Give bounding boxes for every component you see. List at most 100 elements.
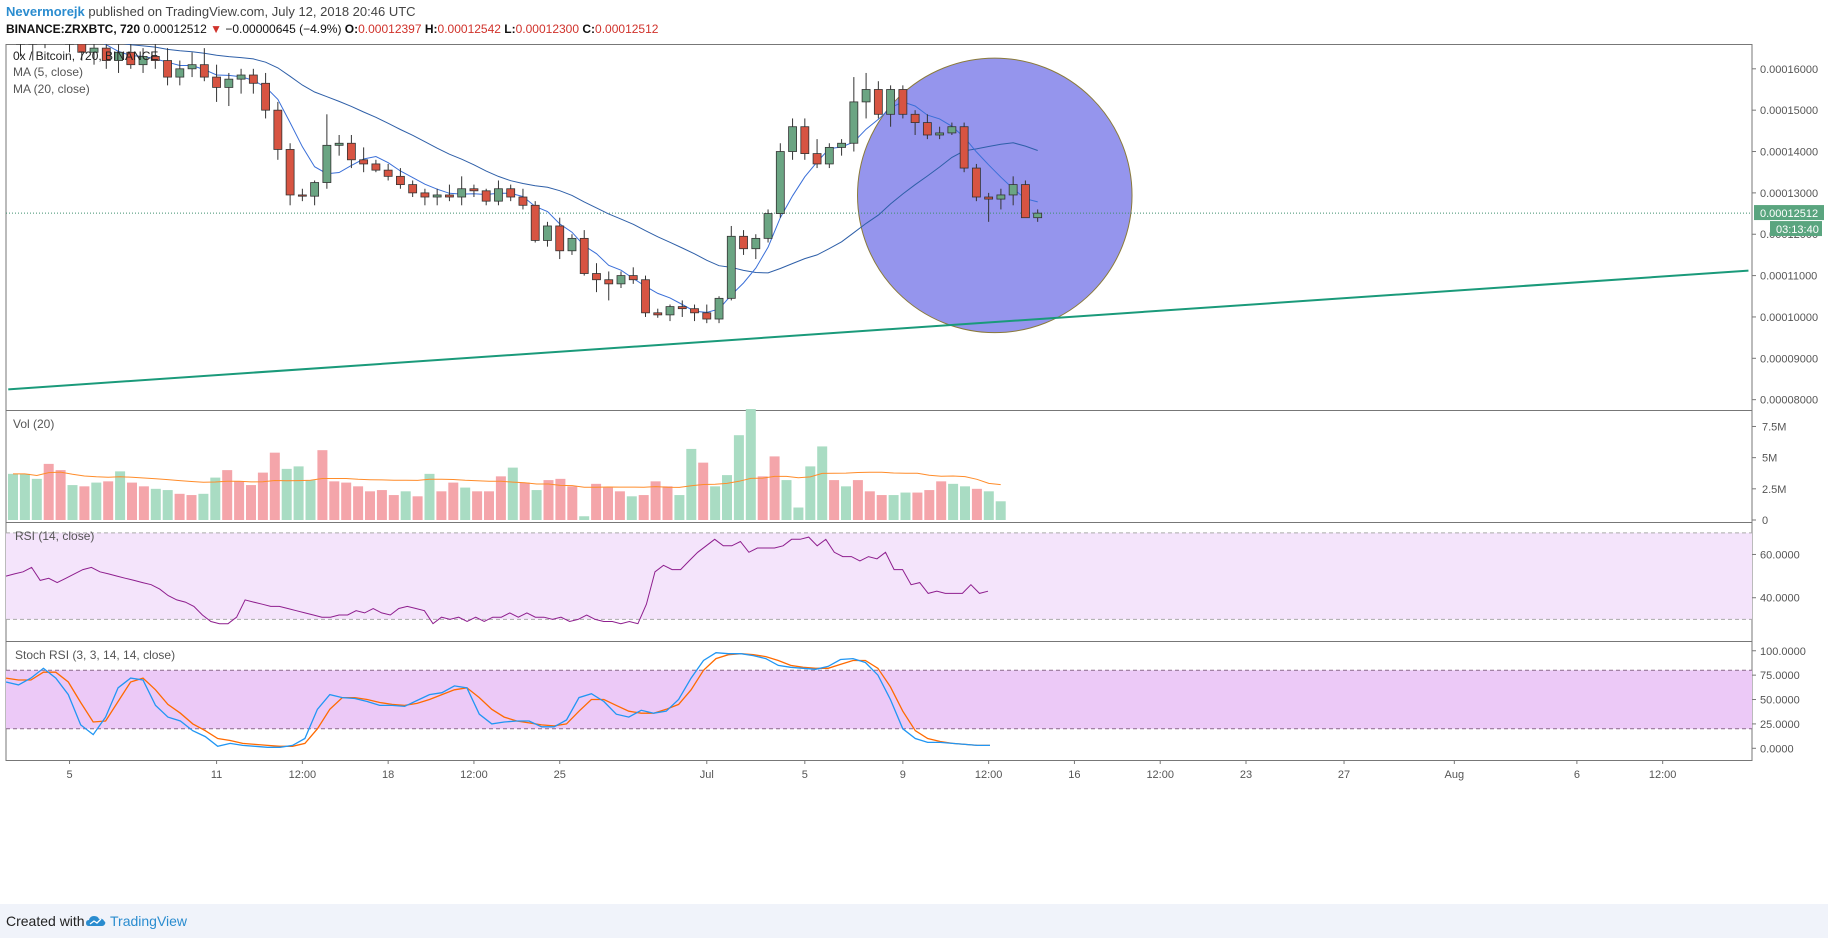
candle-body bbox=[690, 308, 699, 314]
ma20-line bbox=[123, 44, 1038, 274]
volume-bar bbox=[662, 486, 673, 520]
volume-bar bbox=[353, 486, 364, 520]
volume-bar bbox=[960, 486, 970, 520]
candle-body bbox=[824, 146, 834, 165]
rsi-title: RSI (14, close) bbox=[15, 529, 94, 543]
time-tick-label: 23 bbox=[1240, 769, 1252, 781]
candle-body bbox=[837, 142, 846, 148]
candle bbox=[824, 143, 834, 169]
volume-bar bbox=[543, 480, 554, 520]
candle-body bbox=[739, 235, 748, 250]
volume-bar bbox=[781, 480, 792, 520]
author-link[interactable]: Nevermorejk bbox=[6, 4, 85, 19]
candle-body bbox=[861, 89, 871, 103]
candle-body bbox=[530, 204, 540, 241]
volume-bar bbox=[817, 446, 828, 520]
candle-body bbox=[420, 192, 430, 198]
volume-bar bbox=[591, 483, 602, 520]
candle bbox=[543, 221, 552, 247]
volume-bar bbox=[650, 481, 661, 520]
volume-bar bbox=[686, 448, 697, 520]
candle bbox=[126, 44, 136, 69]
candle bbox=[445, 184, 454, 202]
candle-body bbox=[702, 312, 712, 320]
candle-body bbox=[788, 126, 797, 152]
candle-body bbox=[567, 237, 577, 252]
symbol-label: BINANCE:ZRXBTC, 720 bbox=[6, 22, 141, 36]
price-tick-label: 0.00015000 bbox=[1760, 105, 1818, 117]
volume-bar bbox=[710, 486, 721, 520]
candle bbox=[89, 44, 99, 65]
high-value: 0.00012542 bbox=[437, 22, 501, 36]
volume-bar bbox=[305, 480, 316, 520]
candle-body bbox=[236, 74, 246, 80]
candle-body bbox=[1008, 184, 1018, 196]
tradingview-brand-link[interactable]: TradingView bbox=[110, 913, 188, 929]
candle bbox=[261, 72, 271, 119]
tradingview-cloud-icon bbox=[86, 916, 106, 926]
candle-body bbox=[628, 275, 638, 281]
candle-body bbox=[763, 213, 773, 239]
candle bbox=[861, 72, 871, 119]
candle bbox=[420, 188, 430, 206]
candle-body bbox=[481, 190, 491, 202]
price-tick-label: 0.00014000 bbox=[1760, 147, 1818, 159]
candle bbox=[886, 85, 896, 127]
chart-area[interactable]: 0x / Bitcoin, 720, BINANCE MA (5, close) M… bbox=[0, 44, 1828, 904]
candle bbox=[653, 308, 663, 318]
candle-body bbox=[126, 51, 136, 66]
candle bbox=[371, 159, 381, 173]
volume-bar bbox=[8, 473, 18, 520]
time-tick-label: 12:00 bbox=[289, 769, 317, 781]
volume-bar bbox=[971, 488, 982, 520]
candle bbox=[971, 163, 981, 202]
volume-bar bbox=[19, 473, 30, 520]
candle-body bbox=[396, 175, 405, 186]
volume-bar bbox=[852, 480, 863, 520]
candle-body bbox=[775, 151, 785, 214]
candle bbox=[273, 101, 283, 160]
candle bbox=[457, 176, 467, 206]
candle bbox=[506, 184, 516, 202]
symbol-quote-line: BINANCE:ZRXBTC, 720 0.00012512 ▼ −0.0000… bbox=[6, 22, 658, 36]
stoch-d-line bbox=[5, 653, 990, 747]
candle-body bbox=[77, 44, 87, 53]
candle-body bbox=[101, 47, 111, 61]
price-tick-label: 0.00016000 bbox=[1760, 64, 1818, 76]
rsi-line bbox=[5, 536, 989, 625]
candle-body bbox=[751, 237, 761, 250]
volume-bar bbox=[507, 467, 518, 520]
candle-body bbox=[273, 109, 283, 150]
price-tick-label: 0.00013000 bbox=[1760, 188, 1818, 200]
candle bbox=[579, 230, 589, 276]
volume-bar bbox=[876, 495, 887, 520]
candle-body bbox=[297, 194, 307, 197]
candle bbox=[555, 217, 565, 260]
volume-bar bbox=[900, 492, 911, 520]
candle bbox=[739, 230, 748, 255]
volume-bar bbox=[281, 468, 292, 520]
volume-bar bbox=[67, 485, 78, 520]
stoch-tick-label: 100.0000 bbox=[1760, 646, 1806, 658]
stoch-tick-label: 0.0000 bbox=[1760, 743, 1794, 755]
candle bbox=[408, 180, 418, 198]
candle bbox=[898, 85, 908, 119]
stoch-band bbox=[6, 670, 1752, 729]
time-tick-label: 9 bbox=[900, 769, 906, 781]
price-change: −0.00000645 (−4.9%) bbox=[225, 22, 342, 36]
time-tick-label: 11 bbox=[211, 769, 222, 781]
candle bbox=[346, 134, 356, 169]
volume-bar bbox=[757, 476, 768, 520]
candle-body bbox=[518, 196, 528, 206]
volume-bar bbox=[424, 473, 435, 520]
candle bbox=[530, 201, 540, 243]
candle bbox=[763, 209, 773, 243]
candle bbox=[714, 296, 724, 324]
time-tick-label: 12:00 bbox=[1649, 769, 1677, 781]
volume-title: Vol (20) bbox=[13, 417, 54, 431]
candle-body bbox=[359, 159, 369, 165]
candle bbox=[65, 44, 74, 53]
volume-bar bbox=[614, 491, 625, 520]
candle-body bbox=[212, 76, 221, 88]
high-label: H: bbox=[424, 22, 438, 36]
